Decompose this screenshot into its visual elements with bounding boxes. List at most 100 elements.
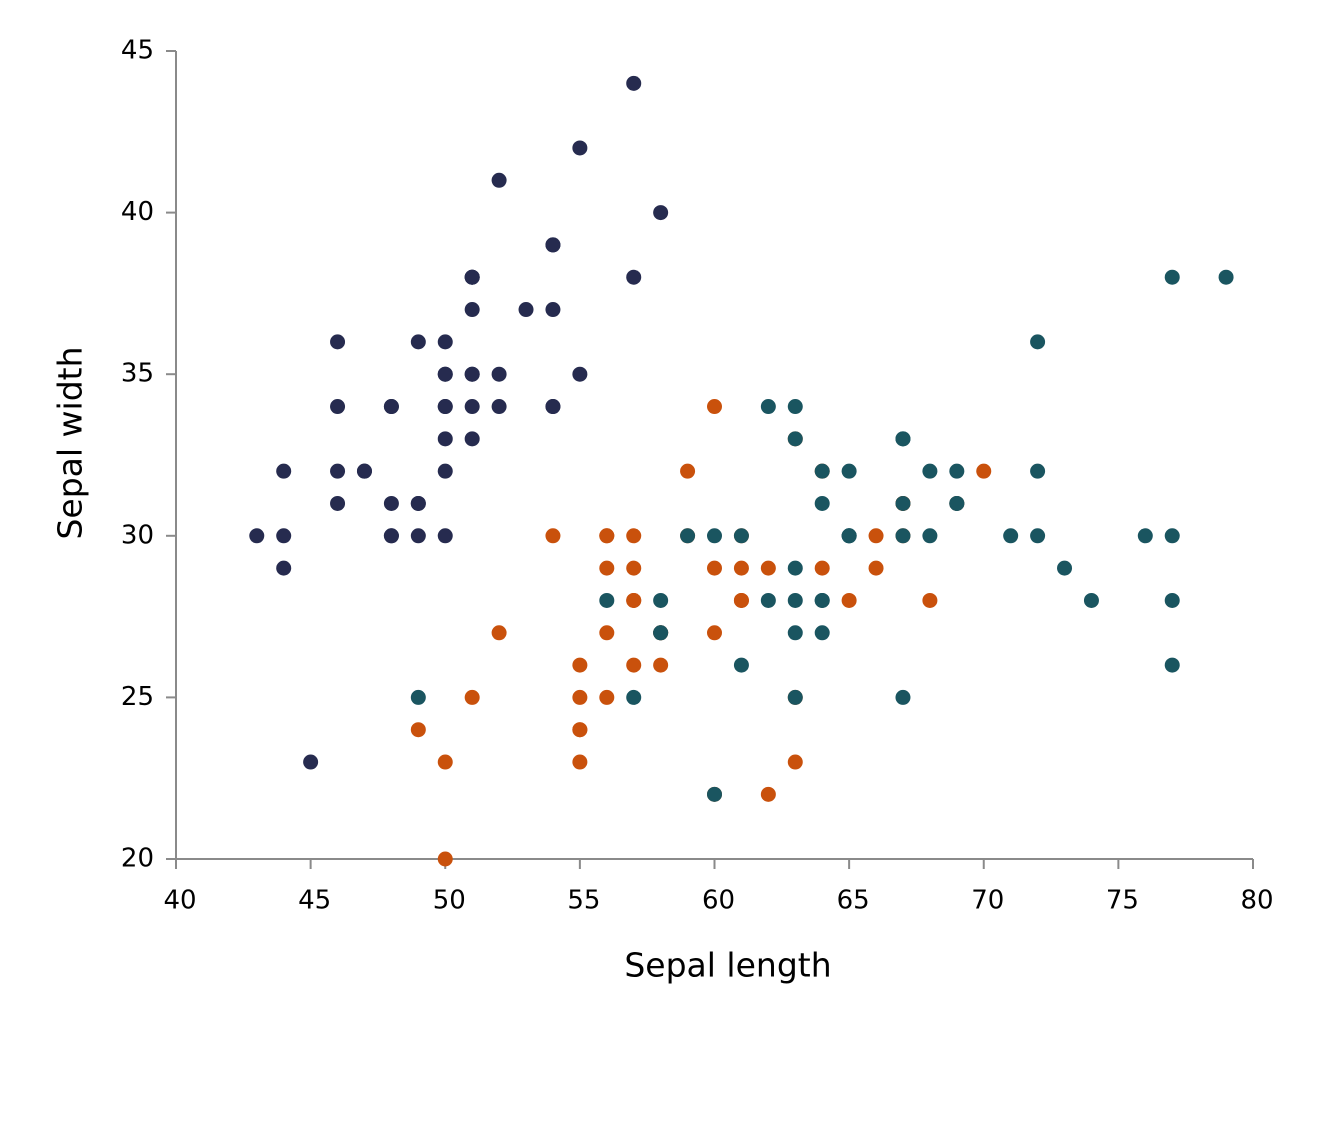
point [814, 592, 830, 608]
point [868, 528, 884, 544]
y-tick-label: 25 [121, 682, 154, 712]
point [303, 754, 319, 770]
point [895, 689, 911, 705]
point [760, 399, 776, 415]
point [733, 560, 749, 576]
point [707, 625, 722, 641]
point [1083, 592, 1099, 608]
point [1030, 334, 1046, 350]
point [437, 399, 453, 415]
point [626, 528, 642, 544]
point [410, 495, 426, 511]
point [437, 366, 453, 382]
point [841, 528, 857, 544]
point [653, 205, 669, 221]
point [626, 269, 642, 285]
point [572, 754, 588, 770]
point [787, 560, 803, 576]
point [276, 528, 292, 544]
point [1030, 463, 1046, 479]
point [626, 75, 642, 91]
point [814, 560, 830, 576]
point [572, 722, 588, 738]
x-tick-label: 75 [1106, 886, 1139, 916]
point [922, 463, 938, 479]
point [491, 399, 507, 415]
point [437, 431, 453, 447]
point [1164, 657, 1180, 673]
point [707, 528, 722, 544]
point [464, 431, 480, 447]
point [653, 592, 669, 608]
point [787, 592, 803, 608]
x-tick-label: 45 [298, 886, 331, 916]
point [949, 495, 965, 511]
point [922, 592, 938, 608]
y-tick-label: 45 [121, 36, 154, 66]
point [599, 560, 615, 576]
point [572, 657, 588, 673]
point [949, 463, 965, 479]
point [545, 302, 561, 318]
point [545, 528, 561, 544]
point [545, 237, 561, 253]
point [922, 528, 938, 544]
point [1218, 269, 1234, 285]
point [626, 592, 642, 608]
point [383, 399, 399, 415]
point [410, 528, 426, 544]
point [787, 625, 803, 641]
point [680, 528, 696, 544]
point [760, 786, 776, 802]
x-tick-label: 80 [1240, 886, 1273, 916]
point [1030, 528, 1046, 544]
point [383, 528, 399, 544]
x-tick-label: 50 [433, 886, 466, 916]
point [383, 495, 399, 511]
point [491, 172, 507, 188]
x-tick-label: 65 [837, 886, 870, 916]
point [787, 754, 803, 770]
y-tick-label: 40 [121, 197, 154, 227]
point [356, 463, 372, 479]
point [1164, 269, 1180, 285]
point [1164, 528, 1180, 544]
point [707, 786, 722, 802]
point [464, 366, 480, 382]
point [437, 754, 453, 770]
point [787, 431, 803, 447]
point [787, 689, 803, 705]
point [814, 463, 830, 479]
x-tick-label: 60 [702, 886, 735, 916]
point [410, 722, 426, 738]
y-tick-label: 20 [121, 844, 154, 874]
point [276, 463, 292, 479]
point [330, 399, 346, 415]
point [464, 399, 480, 415]
point [626, 689, 642, 705]
point [626, 657, 642, 673]
point [814, 495, 830, 511]
point [733, 592, 749, 608]
y-axis-label: Sepal width [51, 346, 90, 539]
point [599, 528, 615, 544]
point [464, 689, 480, 705]
point [1003, 528, 1019, 544]
point [464, 302, 480, 318]
x-tick-label: 70 [971, 886, 1004, 916]
point [464, 269, 480, 285]
point [814, 625, 830, 641]
point [1057, 560, 1073, 576]
point [437, 463, 453, 479]
point [437, 334, 453, 350]
point [680, 463, 696, 479]
point [330, 334, 346, 350]
point [653, 625, 669, 641]
point [491, 366, 507, 382]
point [330, 495, 346, 511]
point [410, 689, 426, 705]
point [895, 528, 911, 544]
point [841, 463, 857, 479]
point [976, 463, 992, 479]
point [410, 334, 426, 350]
